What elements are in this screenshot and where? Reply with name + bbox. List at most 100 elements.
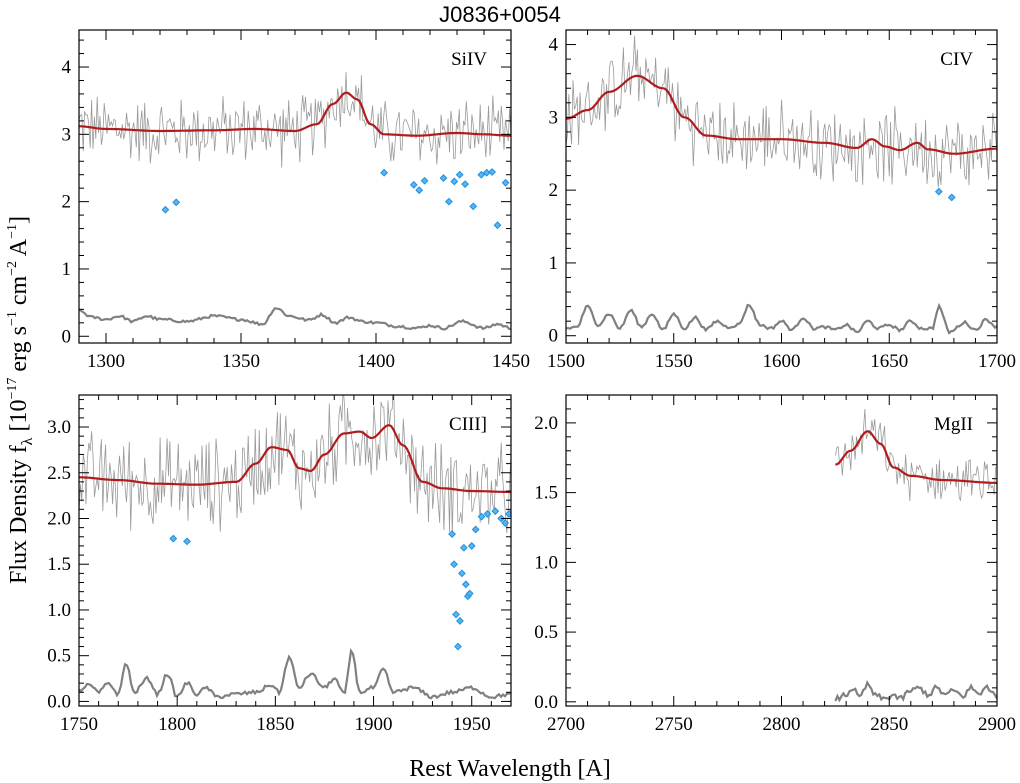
y-tick-label: 2.0 [534, 413, 558, 434]
masked-point [477, 512, 486, 521]
masked-point [183, 537, 191, 546]
panel-label: MgII [934, 414, 973, 435]
fit-line [835, 430, 997, 484]
plot-frame [565, 394, 998, 707]
masked-point [467, 542, 476, 550]
spectrum-line [835, 408, 997, 502]
x-tick-label: 1500 [547, 351, 585, 372]
y-tick-label: 1.0 [534, 552, 558, 573]
y-tick-label: 0 [549, 326, 559, 347]
masked-point [448, 530, 456, 538]
y-tick-label: 1.5 [534, 483, 558, 504]
y-tick-label: 0.0 [47, 691, 71, 712]
masked-point [456, 617, 464, 625]
y-tick-label: 1.5 [47, 554, 71, 575]
masked-point [465, 589, 474, 598]
masked-point [409, 180, 418, 189]
masked-point [444, 197, 453, 206]
y-tick-label: 2.5 [47, 463, 71, 484]
y-tick-label: 3 [62, 124, 72, 145]
masked-point [469, 202, 478, 211]
x-axis-label: Rest Wavelength [A] [409, 756, 611, 782]
plot-frame [78, 394, 512, 707]
masked-point [505, 510, 511, 518]
masked-point [493, 221, 502, 230]
y-tick-label: 4 [62, 57, 72, 78]
spectrum-line [566, 35, 997, 188]
plot-frame [78, 29, 512, 344]
fit-line [566, 74, 997, 155]
y-tick-label: 2 [62, 192, 72, 213]
y-tick-label: 1.0 [47, 600, 71, 621]
masked-point [491, 507, 500, 516]
panel-mgii: 2700 2750 2800 2850 2900 0.0 0.5 1.0 1.5 2.0 MgII [534, 394, 1016, 735]
x-tick-label: 1600 [763, 351, 801, 372]
fit-line [79, 91, 511, 137]
y-tick-label: 0.0 [534, 692, 558, 713]
x-tick-label: 1450 [492, 351, 530, 372]
panel-label: CIII] [449, 414, 487, 435]
x-tick-label: 2850 [870, 714, 908, 735]
y-axis-label: Flux Density fλ [10−17 erg s−1 cm−2 A−1] [5, 216, 36, 584]
masked-point [461, 180, 470, 189]
masked-point [947, 193, 956, 202]
y-tick-label: 2 [549, 180, 559, 201]
spectrum-line [79, 395, 511, 537]
masked-point [420, 176, 429, 185]
x-tick-label: 1900 [355, 714, 393, 735]
y-tick-label: 4 [549, 35, 559, 56]
error-line [566, 302, 997, 335]
masked-point [458, 569, 466, 578]
masked-point [454, 642, 462, 651]
masked-point [501, 178, 510, 187]
masked-point [380, 168, 389, 177]
panels: 1300 1350 1400 1450 0 1 2 3 4 SiIV 1500 1550 1600 165… [47, 29, 1016, 735]
masked-point [452, 610, 460, 619]
masked-point [450, 560, 458, 569]
panel-label: CIV [940, 49, 973, 70]
error-line [79, 648, 511, 700]
masked-point [161, 205, 170, 214]
x-tick-label: 1650 [870, 351, 908, 372]
masked-point [455, 170, 464, 179]
x-tick-label: 2700 [547, 714, 585, 735]
y-tick-label: 1 [62, 259, 72, 280]
y-tick-label: 1 [549, 253, 559, 274]
x-tick-label: 1700 [978, 351, 1016, 372]
masked-point [934, 187, 943, 196]
masked-point [483, 510, 492, 518]
x-tick-label: 1750 [60, 714, 98, 735]
error-line [834, 680, 997, 703]
y-tick-label: 0.5 [534, 622, 558, 643]
y-tick-label: 0 [62, 326, 72, 347]
fit-line [79, 424, 511, 494]
masked-point [169, 534, 178, 543]
x-tick-label: 2750 [655, 714, 693, 735]
masked-point [488, 168, 497, 176]
y-tick-label: 3 [549, 107, 559, 128]
y-tick-label: 0.5 [47, 646, 71, 667]
x-tick-label: 2800 [763, 714, 801, 735]
y-tick-label: 2.0 [47, 508, 71, 529]
masked-point [459, 543, 468, 552]
x-tick-label: 1850 [256, 714, 294, 735]
masked-point [439, 174, 448, 182]
panel-label: SiIV [451, 49, 487, 70]
x-tick-label: 1300 [87, 351, 125, 372]
panel-ciii: 1750 1800 1850 1900 1950 0.0 0.5 1.0 1.5 2.0 2.5 3.… [47, 394, 512, 735]
figure-title: J0836+0054 [439, 2, 561, 27]
masked-point [450, 177, 459, 186]
masked-point [471, 525, 480, 534]
masked-point [415, 186, 424, 195]
panel-siiv: 1300 1350 1400 1450 0 1 2 3 4 SiIV [62, 29, 530, 372]
x-tick-label: 2900 [978, 714, 1016, 735]
x-tick-label: 1350 [222, 351, 260, 372]
spectrum-line [79, 72, 511, 168]
x-tick-label: 1550 [655, 351, 693, 372]
masked-point [172, 198, 181, 207]
x-tick-label: 1950 [453, 714, 491, 735]
masked-point [501, 519, 510, 527]
masked-point [477, 170, 486, 179]
error-line [79, 307, 511, 331]
